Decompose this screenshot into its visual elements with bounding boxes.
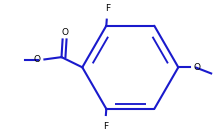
Text: O: O [34,55,41,64]
Text: F: F [105,4,110,13]
Text: F: F [103,122,108,131]
Text: O: O [193,63,200,72]
Text: O: O [61,28,68,37]
